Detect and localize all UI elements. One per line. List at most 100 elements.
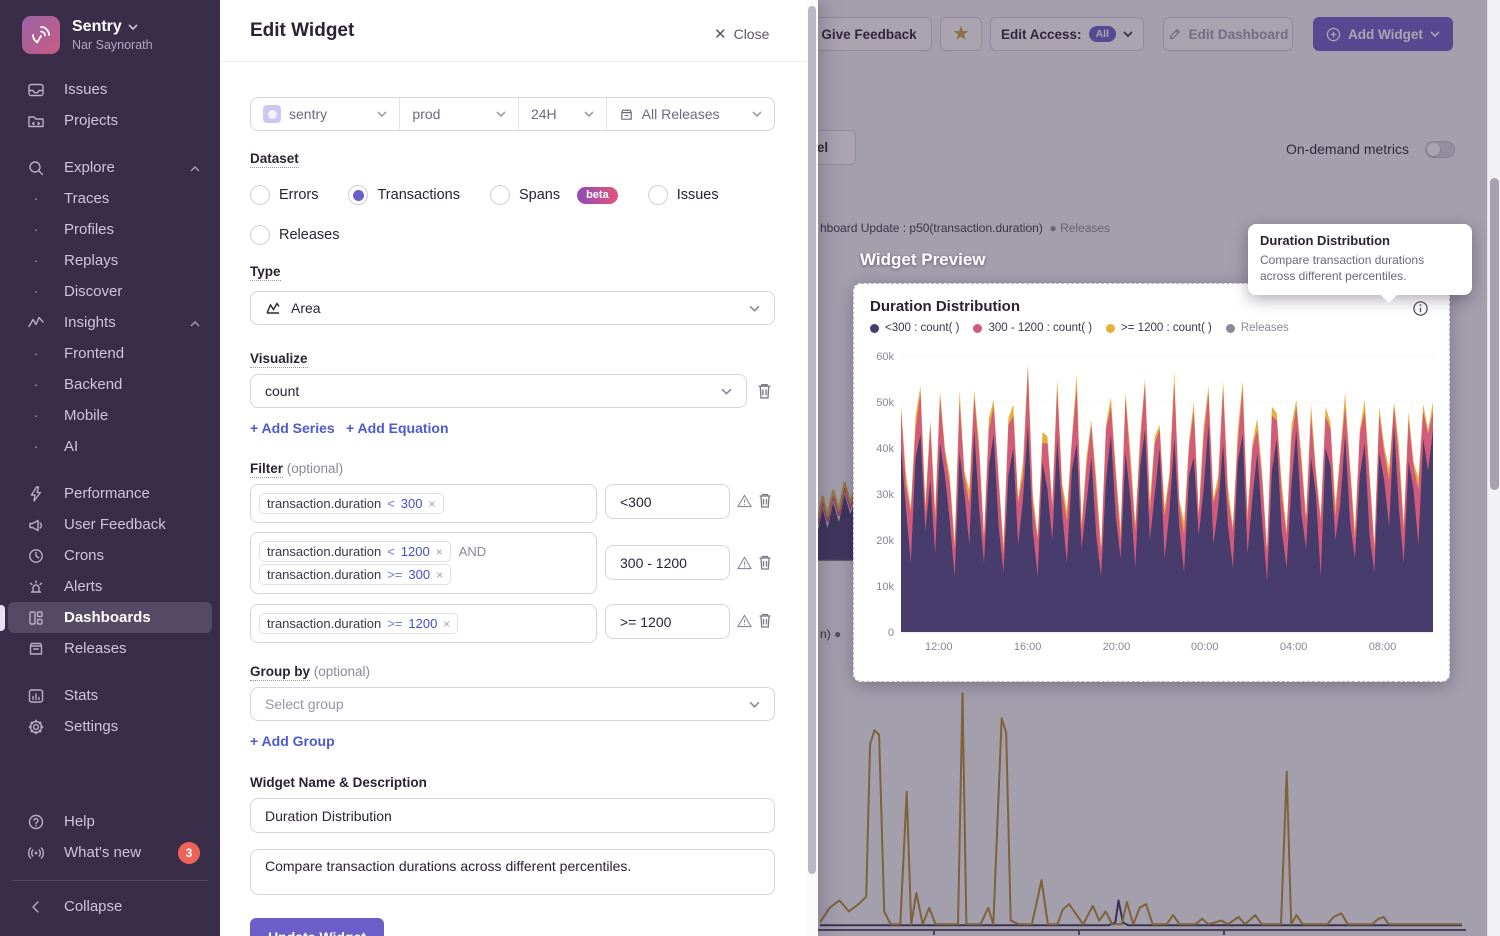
sidebar-item-profiles[interactable]: · Profiles [8, 214, 212, 245]
filter-alias-input[interactable]: <300 [605, 484, 730, 519]
releases-icon [29, 642, 43, 655]
chevron-down-icon [721, 388, 732, 395]
sidebar-item-explore[interactable]: Explore [8, 152, 212, 183]
sidebar-item-settings[interactable]: Settings [8, 711, 212, 742]
svg-text:50k: 50k [876, 397, 894, 409]
remove-tag-icon[interactable]: × [436, 567, 444, 582]
remove-tag-icon[interactable]: × [443, 616, 451, 631]
add-widget-button[interactable]: Add Widget [1313, 17, 1453, 51]
sidebar-item-replays[interactable]: · Replays [8, 245, 212, 276]
svg-text:60k: 60k [876, 352, 894, 363]
visualize-select[interactable]: count [250, 374, 747, 408]
svg-text:0: 0 [888, 627, 894, 639]
sidebar-item-insights[interactable]: Insights [8, 307, 212, 338]
sidebar-item-alerts[interactable]: Alerts [8, 571, 212, 602]
legend-item[interactable]: Releases [1225, 322, 1289, 334]
org-switcher[interactable]: Sentry Nar Saynorath [0, 0, 220, 68]
close-button[interactable]: ✕ Close [714, 25, 769, 43]
sidebar-item-projects[interactable]: Projects [8, 105, 212, 136]
legend-item[interactable]: <300 : count( ) [870, 322, 959, 334]
legend-dot-icon [973, 323, 983, 333]
page-scrollbar-thumb[interactable] [1490, 178, 1499, 490]
favorite-button[interactable]: ★ [940, 17, 982, 51]
sidebar-item-mobile[interactable]: · Mobile [8, 400, 212, 431]
warning-icon [737, 494, 752, 508]
sidebar-item-label: Discover [64, 283, 123, 300]
crons-icon [26, 546, 46, 566]
svg-text:12:00: 12:00 [925, 641, 953, 653]
filter-tag[interactable]: transaction.duration <300 × [259, 493, 444, 514]
sidebar-item-frontend[interactable]: · Frontend [8, 338, 212, 369]
dataset-option-transactions[interactable]: Transactions [348, 185, 460, 205]
widget-name-label: Widget Name & Description [250, 775, 427, 790]
sidebar-item-issues[interactable]: Issues [8, 74, 212, 105]
sidebar-item-help[interactable]: Help [8, 806, 212, 837]
sidebar-item-label: Issues [64, 81, 108, 98]
sidebar-item-label: Help [64, 813, 95, 830]
group-by-select[interactable]: Select group [250, 687, 775, 721]
time-range-selector[interactable]: 24H [519, 98, 607, 130]
type-select[interactable]: Area [250, 291, 775, 325]
page-scrollbar[interactable] [1487, 0, 1500, 936]
filter-tag[interactable]: transaction.duration >= 1200 × [259, 613, 459, 634]
edit-dashboard-label: Edit Dashboard [1188, 26, 1289, 42]
filter-alias-input[interactable]: >= 1200 [605, 604, 730, 639]
sidebar-item-dashboards[interactable]: Dashboards [0, 602, 212, 633]
help-icon [28, 814, 44, 829]
widget-preview-card[interactable]: Duration Distribution <300 : count( ) 300… [853, 283, 1450, 682]
sidebar-item-what-s-new[interactable]: What's new 3 [8, 837, 212, 868]
project-platform-icon [263, 105, 281, 123]
dataset-option-releases[interactable]: Releases [250, 225, 339, 245]
dataset-option-spans[interactable]: Spans beta [489, 185, 618, 205]
on-demand-metrics-toggle[interactable] [1425, 141, 1455, 158]
sidebar-item-traces[interactable]: · Traces [8, 183, 212, 214]
add-equation-link[interactable]: + Add Equation [346, 420, 449, 436]
panel-scrollbar-thumb[interactable] [808, 6, 816, 874]
legend-item[interactable]: >= 1200 : count( ) [1106, 322, 1212, 334]
dataset-option-errors[interactable]: Errors [250, 185, 318, 205]
releases-selector[interactable]: All Releases [607, 98, 774, 130]
trash-icon [759, 493, 771, 508]
add-series-link[interactable]: + Add Series [250, 420, 335, 436]
delete-filter-button[interactable] [757, 492, 773, 509]
dashboards-icon [26, 608, 46, 628]
remove-tag-icon[interactable]: × [428, 496, 436, 511]
delete-visualize-button[interactable] [756, 382, 773, 400]
sidebar-item-label: Performance [64, 485, 150, 502]
sidebar-item-releases[interactable]: Releases [8, 633, 212, 664]
add-group-link[interactable]: + Add Group [250, 733, 335, 749]
panel-scrollbar[interactable] [806, 0, 818, 936]
sidebar-item-crons[interactable]: Crons [8, 540, 212, 571]
legend-item[interactable]: 300 - 1200 : count( ) [973, 322, 1092, 334]
sidebar-item-collapse[interactable]: Collapse [8, 891, 212, 922]
duration-distribution-chart[interactable]: 0 10k 20k 30k 40k 50k 60k 12:00 16:00 20:00 00:00 0… [862, 352, 1445, 657]
edit-access-button[interactable]: Edit Access: All [990, 17, 1144, 51]
info-icon[interactable] [1412, 300, 1429, 322]
sidebar-item-backend[interactable]: · Backend [8, 369, 212, 400]
delete-filter-button[interactable] [757, 612, 773, 629]
remove-tag-icon[interactable]: × [435, 544, 443, 559]
sidebar-item-discover[interactable]: · Discover [8, 276, 212, 307]
give-feedback-button[interactable]: Give Feedback [818, 17, 932, 51]
sidebar-item-user-feedback[interactable]: User Feedback [8, 509, 212, 540]
dataset-option-issues[interactable]: Issues [647, 185, 719, 205]
trash-icon [759, 555, 771, 570]
filter-condition-field[interactable]: transaction.duration >= 1200 × [250, 604, 597, 643]
delete-filter-button[interactable] [757, 554, 773, 571]
cancel-button[interactable]: Cancel [818, 130, 856, 165]
sidebar-item-performance[interactable]: Performance [8, 478, 212, 509]
widget-name-input[interactable] [250, 798, 775, 833]
filter-tag[interactable]: transaction.duration >= 300 × [259, 564, 452, 585]
filter-condition-field[interactable]: transaction.duration <300 × [250, 484, 597, 523]
filter-condition-field[interactable]: transaction.duration <1200 × AND transaction… [250, 532, 597, 594]
edit-dashboard-button[interactable]: Edit Dashboard [1163, 17, 1293, 51]
sidebar-item-ai[interactable]: · AI [8, 431, 212, 462]
filter-tag[interactable]: transaction.duration <1200 × [259, 541, 451, 562]
environment-selector[interactable]: prod [400, 98, 519, 130]
widget-description-input[interactable]: Compare transaction durations across dif… [250, 849, 775, 895]
project-selector[interactable]: sentry [251, 98, 401, 130]
filter-alias-input[interactable]: 300 - 1200 [605, 545, 730, 580]
update-widget-button[interactable]: Update Widget [250, 918, 384, 936]
radio-icon [348, 185, 369, 205]
sidebar-item-stats[interactable]: Stats [8, 680, 212, 711]
